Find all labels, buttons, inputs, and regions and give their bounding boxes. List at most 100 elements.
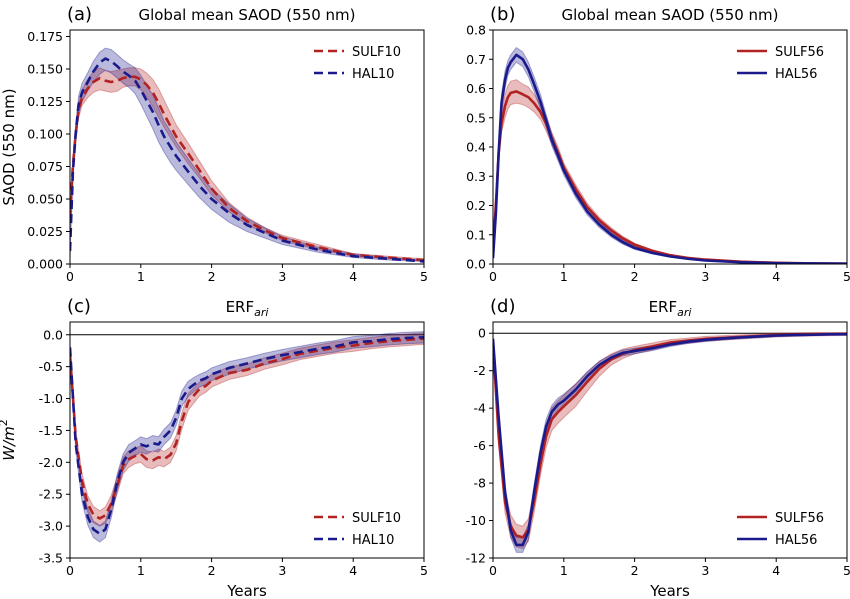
x-tick-label: 4 xyxy=(349,563,357,578)
y-axis-label-main: W/m xyxy=(0,426,18,461)
y-tick-label: -2.5 xyxy=(39,487,63,502)
x-tick-label: 5 xyxy=(420,563,428,578)
plot-area xyxy=(493,46,847,264)
x-tick-label: 1 xyxy=(560,563,568,578)
y-tick-label: -1.5 xyxy=(39,423,63,438)
chart-title-main: ERF xyxy=(649,298,678,316)
y-axis-label-superscript: 2 xyxy=(0,419,10,426)
plot-frame xyxy=(69,321,425,559)
y-tick-label: 0.3 xyxy=(466,169,486,184)
x-tick-label: 4 xyxy=(349,269,357,284)
x-tick-label: 2 xyxy=(631,269,639,284)
y-tick-label: -1.0 xyxy=(39,391,63,406)
series-line-sulf56 xyxy=(493,332,847,539)
x-tick-label: 3 xyxy=(701,563,709,578)
series-line-hal56 xyxy=(493,332,847,547)
x-tick-label: 4 xyxy=(772,269,780,284)
y-axis-label-main: SAOD (550 nm) xyxy=(0,88,18,205)
chart-title: Global mean SAOD (550 nm) xyxy=(561,6,778,24)
legend-label: SULF56 xyxy=(775,511,824,526)
y-tick-label: -12 xyxy=(466,551,486,566)
y-tick-label: -3.5 xyxy=(39,551,63,566)
y-tick-label: 0.5 xyxy=(466,110,486,125)
x-tick-label: 5 xyxy=(420,269,428,284)
x-tick-label: 0 xyxy=(66,269,74,284)
x-tick-label: 0 xyxy=(66,563,74,578)
x-axis-label: Years xyxy=(649,582,690,599)
x-tick-label: 0 xyxy=(489,269,497,284)
y-tick-label: 0.025 xyxy=(27,224,63,239)
chart-title: ERFari xyxy=(649,298,692,319)
legend-label: SULF10 xyxy=(352,511,401,526)
legend: SULF56 HAL56 xyxy=(737,511,824,548)
series-line-sulf10 xyxy=(70,75,424,262)
plot-area xyxy=(70,47,424,263)
x-tick-label: 2 xyxy=(208,269,216,284)
chart-title-main: Global mean SAOD (550 nm) xyxy=(561,6,778,24)
y-tick-label: 0.6 xyxy=(466,81,486,96)
series-line-sulf10 xyxy=(70,337,424,520)
x-tick-label: 4 xyxy=(772,563,780,578)
legend: SULF10 HAL10 xyxy=(314,511,401,548)
series-line-hal56 xyxy=(493,53,847,264)
x-tick-label: 5 xyxy=(843,563,850,578)
x-axis-label: Years xyxy=(226,582,267,599)
y-axis-label: W/m2 xyxy=(0,419,18,461)
y-tick-label: -0.5 xyxy=(39,359,63,374)
y-tick-label: 0.8 xyxy=(466,23,486,38)
chart-panel-2: 0 1 2 3 4 5 0.0 -0.5 -1.0 -1.5 -2.0 -2.5 -3.0 -3.5 (c)… xyxy=(0,296,428,599)
legend-label: HAL56 xyxy=(775,67,817,82)
series-band-hal10 xyxy=(70,331,424,543)
y-tick-label: 0.2 xyxy=(466,198,486,213)
panel-label: (b) xyxy=(490,4,515,25)
chart-title-main: Global mean SAOD (550 nm) xyxy=(138,6,355,24)
panel-label: (c) xyxy=(67,296,91,317)
y-tick-label: 0.150 xyxy=(27,62,63,77)
chart-title-subscript: ari xyxy=(254,306,268,319)
series-band-hal10 xyxy=(70,47,424,262)
y-tick-label: 0.125 xyxy=(27,94,63,109)
y-tick-label: -8 xyxy=(474,476,487,491)
y-tick-label: -6 xyxy=(474,438,487,453)
series-line-hal10 xyxy=(70,57,424,263)
x-tick-label: 0 xyxy=(489,563,497,578)
plot-frame xyxy=(69,29,425,265)
y-tick-label: 0.075 xyxy=(27,159,63,174)
panel-label: (a) xyxy=(67,4,92,25)
series-band-sulf10 xyxy=(70,332,424,527)
series-line-hal10 xyxy=(70,336,424,536)
chart-title: ERFari xyxy=(226,298,269,319)
series-band-sulf56 xyxy=(493,79,847,264)
x-tick-label: 1 xyxy=(560,269,568,284)
legend-label: SULF56 xyxy=(775,45,824,60)
y-tick-label: 0.4 xyxy=(466,140,486,155)
legend-label: HAL10 xyxy=(352,533,394,548)
plot-area xyxy=(70,331,424,543)
x-tick-label: 2 xyxy=(631,563,639,578)
legend-label: HAL56 xyxy=(775,533,817,548)
y-tick-label: 0.100 xyxy=(27,127,63,142)
y-tick-label: 0 xyxy=(478,326,486,341)
x-tick-label: 1 xyxy=(137,563,145,578)
y-tick-label: 0.7 xyxy=(466,52,486,67)
legend-label: SULF10 xyxy=(352,45,401,60)
x-tick-label: 5 xyxy=(843,269,850,284)
x-tick-label: 1 xyxy=(137,269,145,284)
panel-label: (d) xyxy=(490,296,515,317)
y-tick-label: 0.0 xyxy=(43,327,63,342)
chart-title-main: ERF xyxy=(226,298,255,316)
y-tick-label: -3.0 xyxy=(39,519,63,534)
x-tick-label: 2 xyxy=(208,563,216,578)
y-axis-label: SAOD (550 nm) xyxy=(0,88,18,205)
y-tick-label: 0.1 xyxy=(466,227,486,242)
chart-title-subscript: ari xyxy=(677,306,691,319)
y-tick-label: 0.050 xyxy=(27,192,63,207)
legend: SULF56 HAL56 xyxy=(737,45,824,82)
x-tick-label: 3 xyxy=(278,269,286,284)
y-tick-label: 0.0 xyxy=(466,257,486,272)
chart-panel-1: 0 1 2 3 4 5 0.0 0.1 0.2 0.3 0.4 0.5 0.6 0.7 0.8 (b) Glob… xyxy=(466,4,850,284)
y-tick-label: 0.175 xyxy=(27,29,63,44)
plot-frame xyxy=(492,321,848,559)
x-tick-label: 3 xyxy=(278,563,286,578)
